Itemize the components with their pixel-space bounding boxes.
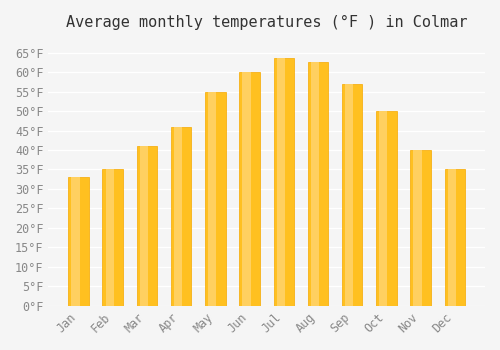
Bar — [345, 84, 354, 306]
Bar — [242, 72, 250, 306]
Bar — [342, 84, 362, 306]
Bar — [308, 62, 328, 306]
Bar — [140, 146, 148, 306]
Bar — [311, 62, 319, 306]
Bar — [376, 111, 396, 306]
Bar — [274, 58, 294, 306]
Bar — [276, 58, 285, 306]
Bar — [208, 92, 216, 306]
Bar — [68, 177, 88, 306]
Bar — [174, 127, 182, 306]
Bar — [448, 169, 456, 306]
Bar — [414, 150, 422, 306]
Bar — [72, 177, 80, 306]
Bar — [240, 72, 260, 306]
Bar — [102, 169, 123, 306]
Bar — [171, 127, 192, 306]
Bar — [444, 169, 465, 306]
Bar — [380, 111, 388, 306]
Bar — [410, 150, 431, 306]
Bar — [106, 169, 114, 306]
Title: Average monthly temperatures (°F ) in Colmar: Average monthly temperatures (°F ) in Co… — [66, 15, 468, 30]
Bar — [205, 92, 226, 306]
Bar — [136, 146, 157, 306]
